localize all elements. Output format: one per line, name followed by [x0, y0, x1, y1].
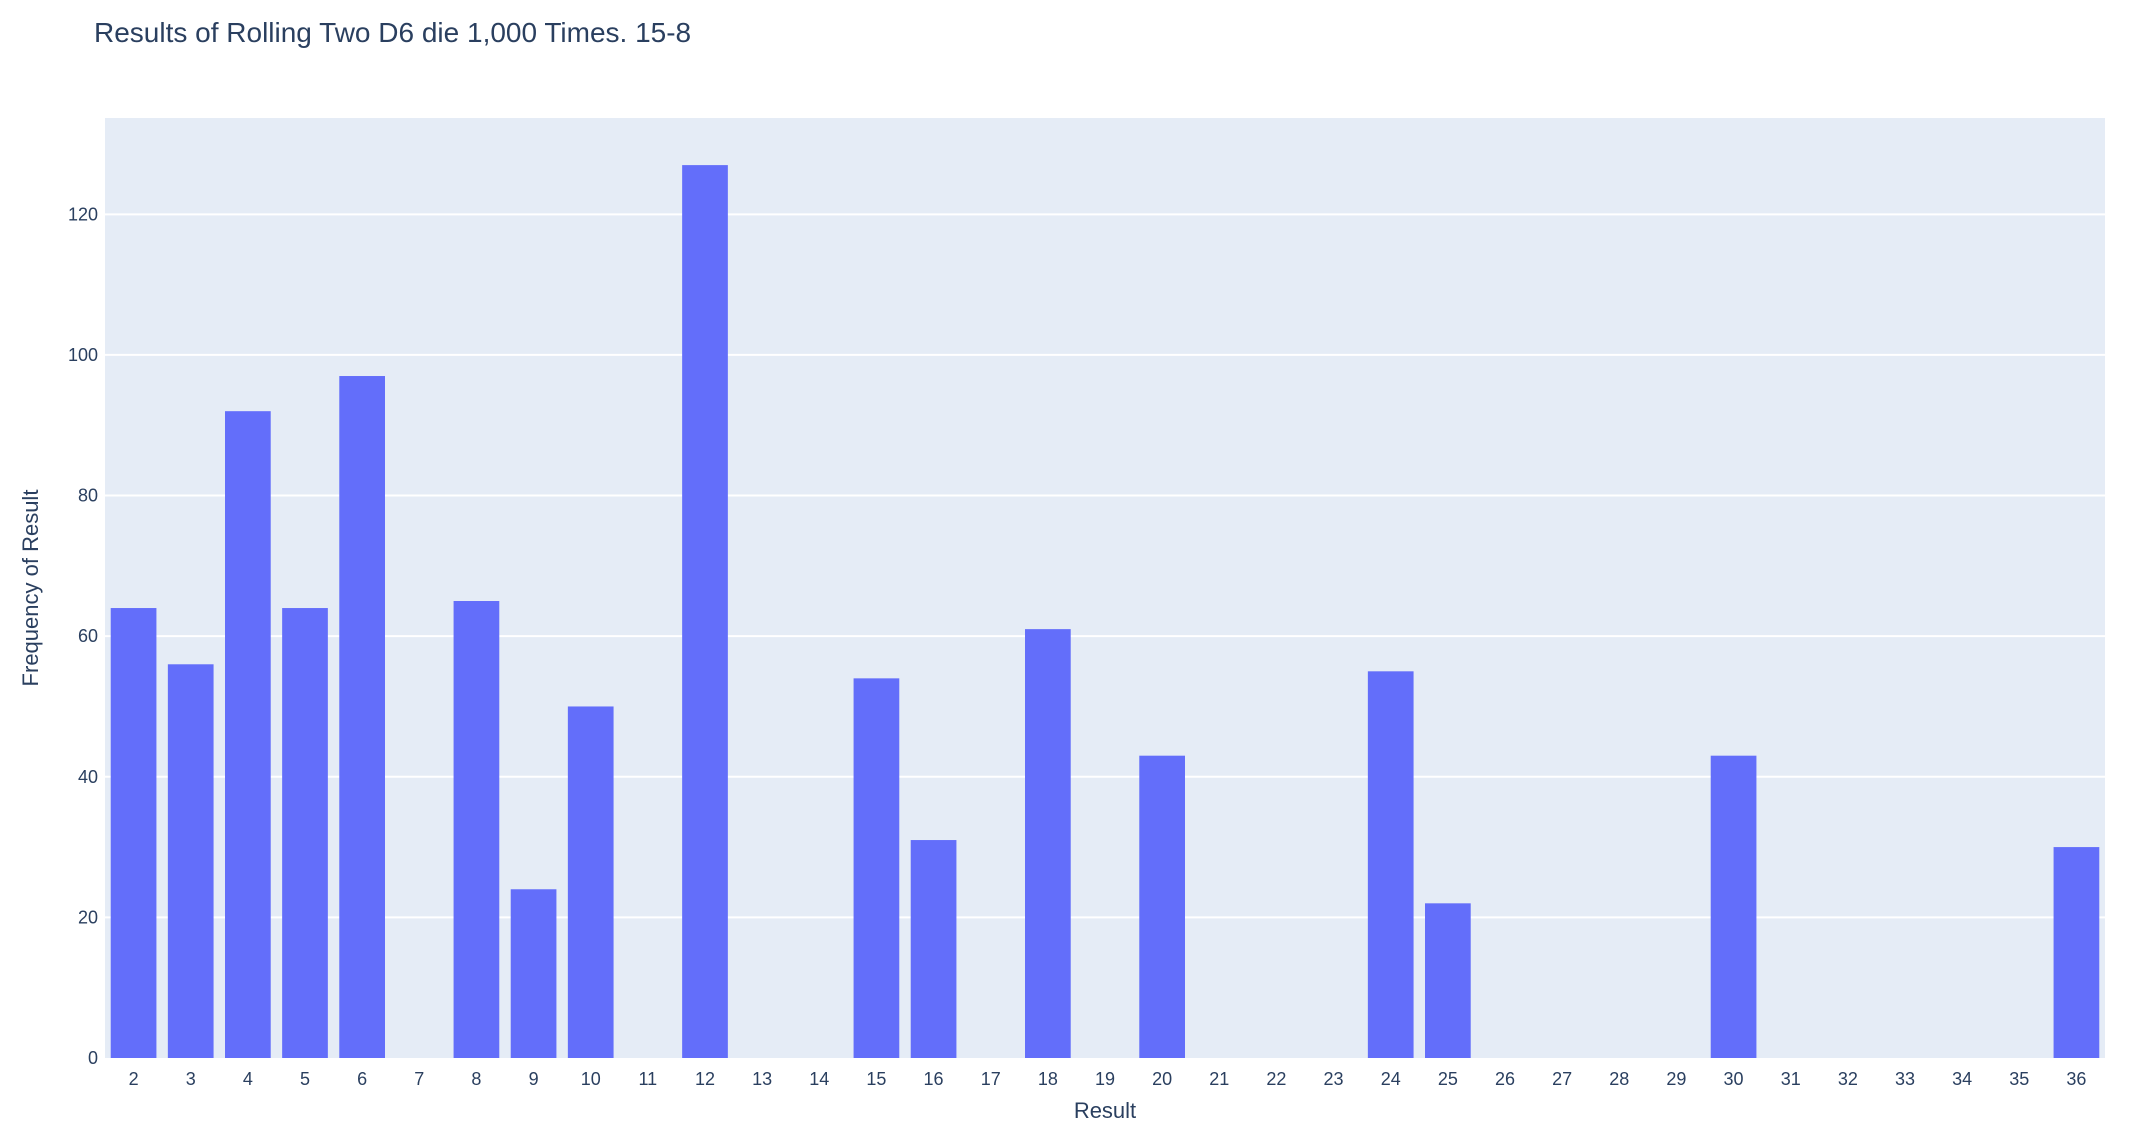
x-tick-label: 36 — [2066, 1069, 2086, 1089]
x-tick-label: 12 — [695, 1069, 715, 1089]
x-tick-label: 20 — [1152, 1069, 1172, 1089]
bar-9[interactable] — [510, 889, 557, 1058]
x-tick-label: 32 — [1838, 1069, 1858, 1089]
bar-20[interactable] — [1139, 755, 1185, 1058]
bar-15[interactable] — [853, 678, 900, 1058]
x-tick-label: 4 — [243, 1069, 253, 1089]
x-tick-label: 31 — [1781, 1069, 1801, 1089]
x-tick-label: 7 — [414, 1069, 424, 1089]
x-tick-label: 9 — [529, 1069, 539, 1089]
x-tick-label: 14 — [809, 1069, 829, 1089]
bar-25[interactable] — [1425, 903, 1471, 1058]
x-tick-label: 23 — [1324, 1069, 1344, 1089]
x-tick-label: 26 — [1495, 1069, 1515, 1089]
y-tick-label: 100 — [68, 345, 98, 365]
chart-title: Results of Rolling Two D6 die 1,000 Time… — [94, 17, 691, 48]
bar-5[interactable] — [282, 608, 328, 1058]
bar-18[interactable] — [1025, 629, 1071, 1058]
x-tick-label: 3 — [186, 1069, 196, 1089]
x-tick-label: 13 — [752, 1069, 772, 1089]
x-tick-label: 10 — [581, 1069, 601, 1089]
x-tick-labels: 2 3 4 5 6 7 8 9 10 11 12 13 14 15 16 17 18 19 20 21 22 23 24 25… — [129, 1069, 2087, 1089]
bar-8[interactable] — [453, 601, 500, 1058]
y-tick-label: 80 — [78, 486, 98, 506]
x-tick-label: 17 — [981, 1069, 1001, 1089]
x-tick-label: 16 — [924, 1069, 944, 1089]
x-tick-label: 28 — [1609, 1069, 1629, 1089]
y-tick-label: 120 — [68, 204, 98, 224]
bar-30[interactable] — [1710, 755, 1757, 1058]
x-tick-label: 35 — [2009, 1069, 2029, 1089]
bar-36[interactable] — [2053, 847, 2100, 1058]
x-tick-label: 22 — [1266, 1069, 1286, 1089]
x-axis-title: Result — [1074, 1098, 1136, 1123]
x-tick-label: 21 — [1209, 1069, 1229, 1089]
y-tick-label: 60 — [78, 626, 98, 646]
y-tick-label: 40 — [78, 767, 98, 787]
x-tick-label: 6 — [357, 1069, 367, 1089]
bar-10[interactable] — [567, 706, 614, 1058]
bar-4[interactable] — [225, 411, 271, 1058]
x-tick-label: 2 — [129, 1069, 139, 1089]
y-tick-label: 0 — [88, 1048, 98, 1068]
bar-16[interactable] — [910, 840, 957, 1058]
plot-background — [105, 118, 2105, 1058]
x-tick-label: 24 — [1381, 1069, 1401, 1089]
x-tick-label: 8 — [471, 1069, 481, 1089]
x-tick-label: 25 — [1438, 1069, 1458, 1089]
x-tick-label: 33 — [1895, 1069, 1915, 1089]
x-tick-label: 5 — [300, 1069, 310, 1089]
bar-24[interactable] — [1367, 671, 1414, 1058]
bar-6[interactable] — [339, 376, 385, 1059]
y-axis-title: Frequency of Result — [18, 490, 43, 687]
grid-lines — [105, 213, 2105, 919]
bar-2[interactable] — [110, 608, 157, 1058]
x-tick-label: 15 — [866, 1069, 886, 1089]
x-tick-label: 29 — [1666, 1069, 1686, 1089]
y-tick-labels: 0 20 40 60 80 100 120 — [68, 204, 98, 1068]
x-tick-label: 18 — [1038, 1069, 1058, 1089]
bar-12[interactable] — [682, 165, 728, 1058]
x-tick-label: 11 — [639, 1069, 658, 1089]
x-tick-label: 19 — [1095, 1069, 1115, 1089]
x-tick-label: 27 — [1552, 1069, 1572, 1089]
x-tick-label: 34 — [1952, 1069, 1972, 1089]
bars — [110, 165, 2100, 1059]
y-tick-label: 20 — [78, 907, 98, 927]
bar-3[interactable] — [167, 664, 214, 1058]
x-tick-label: 30 — [1724, 1069, 1744, 1089]
